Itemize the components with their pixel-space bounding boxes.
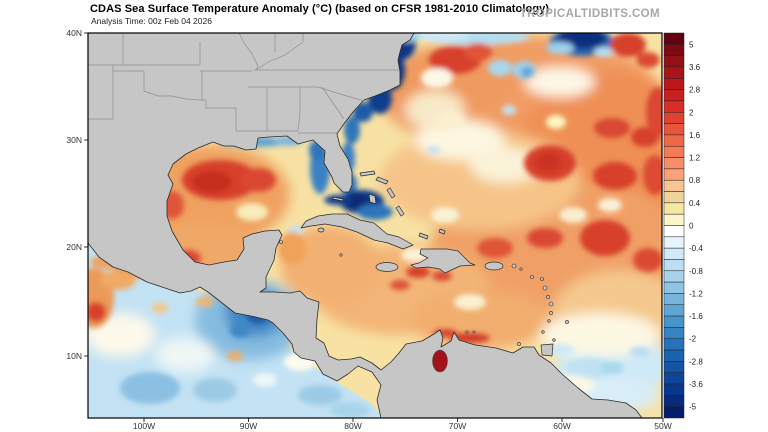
colorbar-tick-label: -1.6 bbox=[689, 312, 703, 321]
colorbar-segment bbox=[663, 123, 685, 136]
colorbar-segment bbox=[663, 338, 685, 351]
colorbar-segment bbox=[663, 202, 685, 215]
colorbar-segment bbox=[663, 112, 685, 124]
tropicaltidbits-watermark: TROPICALTIDBITS.COM bbox=[519, 8, 660, 20]
lesser-antilles bbox=[279, 240, 569, 346]
colorbar-tick-label: 2 bbox=[689, 108, 694, 117]
y-tick-label: 10N bbox=[66, 351, 82, 361]
colorbar-segment bbox=[663, 304, 685, 317]
colorbar-tick-label: 3.6 bbox=[689, 63, 701, 72]
colorbar-segment bbox=[663, 179, 685, 192]
colorbar-tick-label: 1.2 bbox=[689, 154, 701, 163]
colorbar-segment bbox=[663, 78, 685, 90]
colorbar-segment bbox=[663, 259, 685, 272]
colorbar-segment bbox=[663, 236, 685, 249]
trinidad bbox=[540, 343, 554, 357]
colorbar-tick-label: -0.8 bbox=[689, 267, 703, 276]
florida-keys bbox=[332, 196, 344, 202]
colorbar-segment bbox=[663, 55, 685, 68]
colorbar: 5 3.6 2.8 2 1.6 1.2 0.8 0.4 0 -0.4 -0.8 -1.2 -1.6 -2 -… bbox=[663, 32, 703, 419]
puerto-rico bbox=[484, 261, 504, 271]
x-tick-label: 50W bbox=[654, 421, 671, 431]
colorbar-segment bbox=[663, 361, 685, 373]
colorbar-tick-label: -3.6 bbox=[689, 380, 703, 389]
x-tick-label: 70W bbox=[449, 421, 466, 431]
colorbar-segment bbox=[663, 225, 685, 238]
colorbar-segment bbox=[663, 134, 685, 147]
colorbar-segment bbox=[663, 270, 685, 283]
colorbar-tick-label: 1.6 bbox=[689, 131, 701, 140]
colorbar-segment bbox=[663, 315, 685, 328]
colorbar-tick-label: 0.4 bbox=[689, 199, 701, 208]
hispaniola bbox=[410, 248, 476, 274]
colorbar-segment bbox=[663, 191, 685, 204]
colorbar-segment bbox=[663, 44, 685, 56]
map-frame bbox=[87, 32, 663, 419]
colorbar-segment bbox=[663, 100, 685, 113]
jamaica bbox=[375, 262, 399, 272]
colorbar-tick-label: 2.8 bbox=[689, 86, 701, 95]
cuba bbox=[300, 213, 414, 250]
colorbar-segment bbox=[663, 157, 685, 170]
colorbar-tick-label: -1.2 bbox=[689, 289, 703, 298]
colorbar-segment bbox=[663, 281, 685, 294]
colorbar-tick-label: -5 bbox=[689, 403, 697, 412]
land-layer bbox=[88, 33, 643, 418]
y-tick-label: 30N bbox=[66, 135, 82, 145]
colorbar-segment bbox=[663, 213, 685, 226]
colorbar-tick-label: -2 bbox=[689, 335, 697, 344]
colorbar-segment bbox=[663, 293, 685, 306]
colorbar-segment bbox=[663, 32, 685, 45]
y-tick-label: 20N bbox=[66, 242, 82, 252]
x-tick-label: 90W bbox=[240, 421, 257, 431]
x-tick-label: 60W bbox=[553, 421, 570, 431]
axis-ticks: 100W 90W 80W 70W 60W 50W 40N 30N 20N 10N bbox=[66, 28, 671, 431]
y-tick-label: 40N bbox=[66, 28, 82, 38]
colorbar-segment bbox=[663, 395, 685, 407]
analysis-time: Analysis Time: 00z Feb 04 2026 bbox=[91, 16, 212, 26]
colorbar-segment bbox=[663, 66, 685, 79]
colorbar-tick-label: 0 bbox=[689, 222, 694, 231]
map-title: CDAS Sea Surface Temperature Anomaly (°C… bbox=[90, 3, 550, 15]
x-tick-label: 80W bbox=[344, 421, 361, 431]
colorbar-tick-label: -2.8 bbox=[689, 357, 703, 366]
colorbar-segment bbox=[663, 327, 685, 339]
colorbar-segment bbox=[663, 349, 685, 362]
colorbar-segment bbox=[663, 372, 685, 385]
mainland-north-central-south-america bbox=[88, 33, 643, 418]
lake-maracaibo-anomaly bbox=[432, 349, 448, 373]
state-borders bbox=[88, 33, 400, 134]
colorbar-tick-label: -0.4 bbox=[689, 244, 703, 253]
colorbar-segment bbox=[663, 145, 685, 158]
bahamas bbox=[359, 170, 446, 240]
colorbar-tick-label: 0.8 bbox=[689, 176, 701, 185]
colorbar-segment bbox=[663, 406, 685, 419]
colorbar-tick-label: 5 bbox=[689, 40, 694, 49]
x-tick-label: 100W bbox=[133, 421, 155, 431]
colorbar-segment bbox=[663, 383, 685, 396]
colorbar-segment bbox=[663, 247, 685, 260]
colorbar-segment bbox=[663, 168, 685, 181]
isla-juventud bbox=[317, 227, 325, 233]
colorbar-segment bbox=[663, 89, 685, 102]
